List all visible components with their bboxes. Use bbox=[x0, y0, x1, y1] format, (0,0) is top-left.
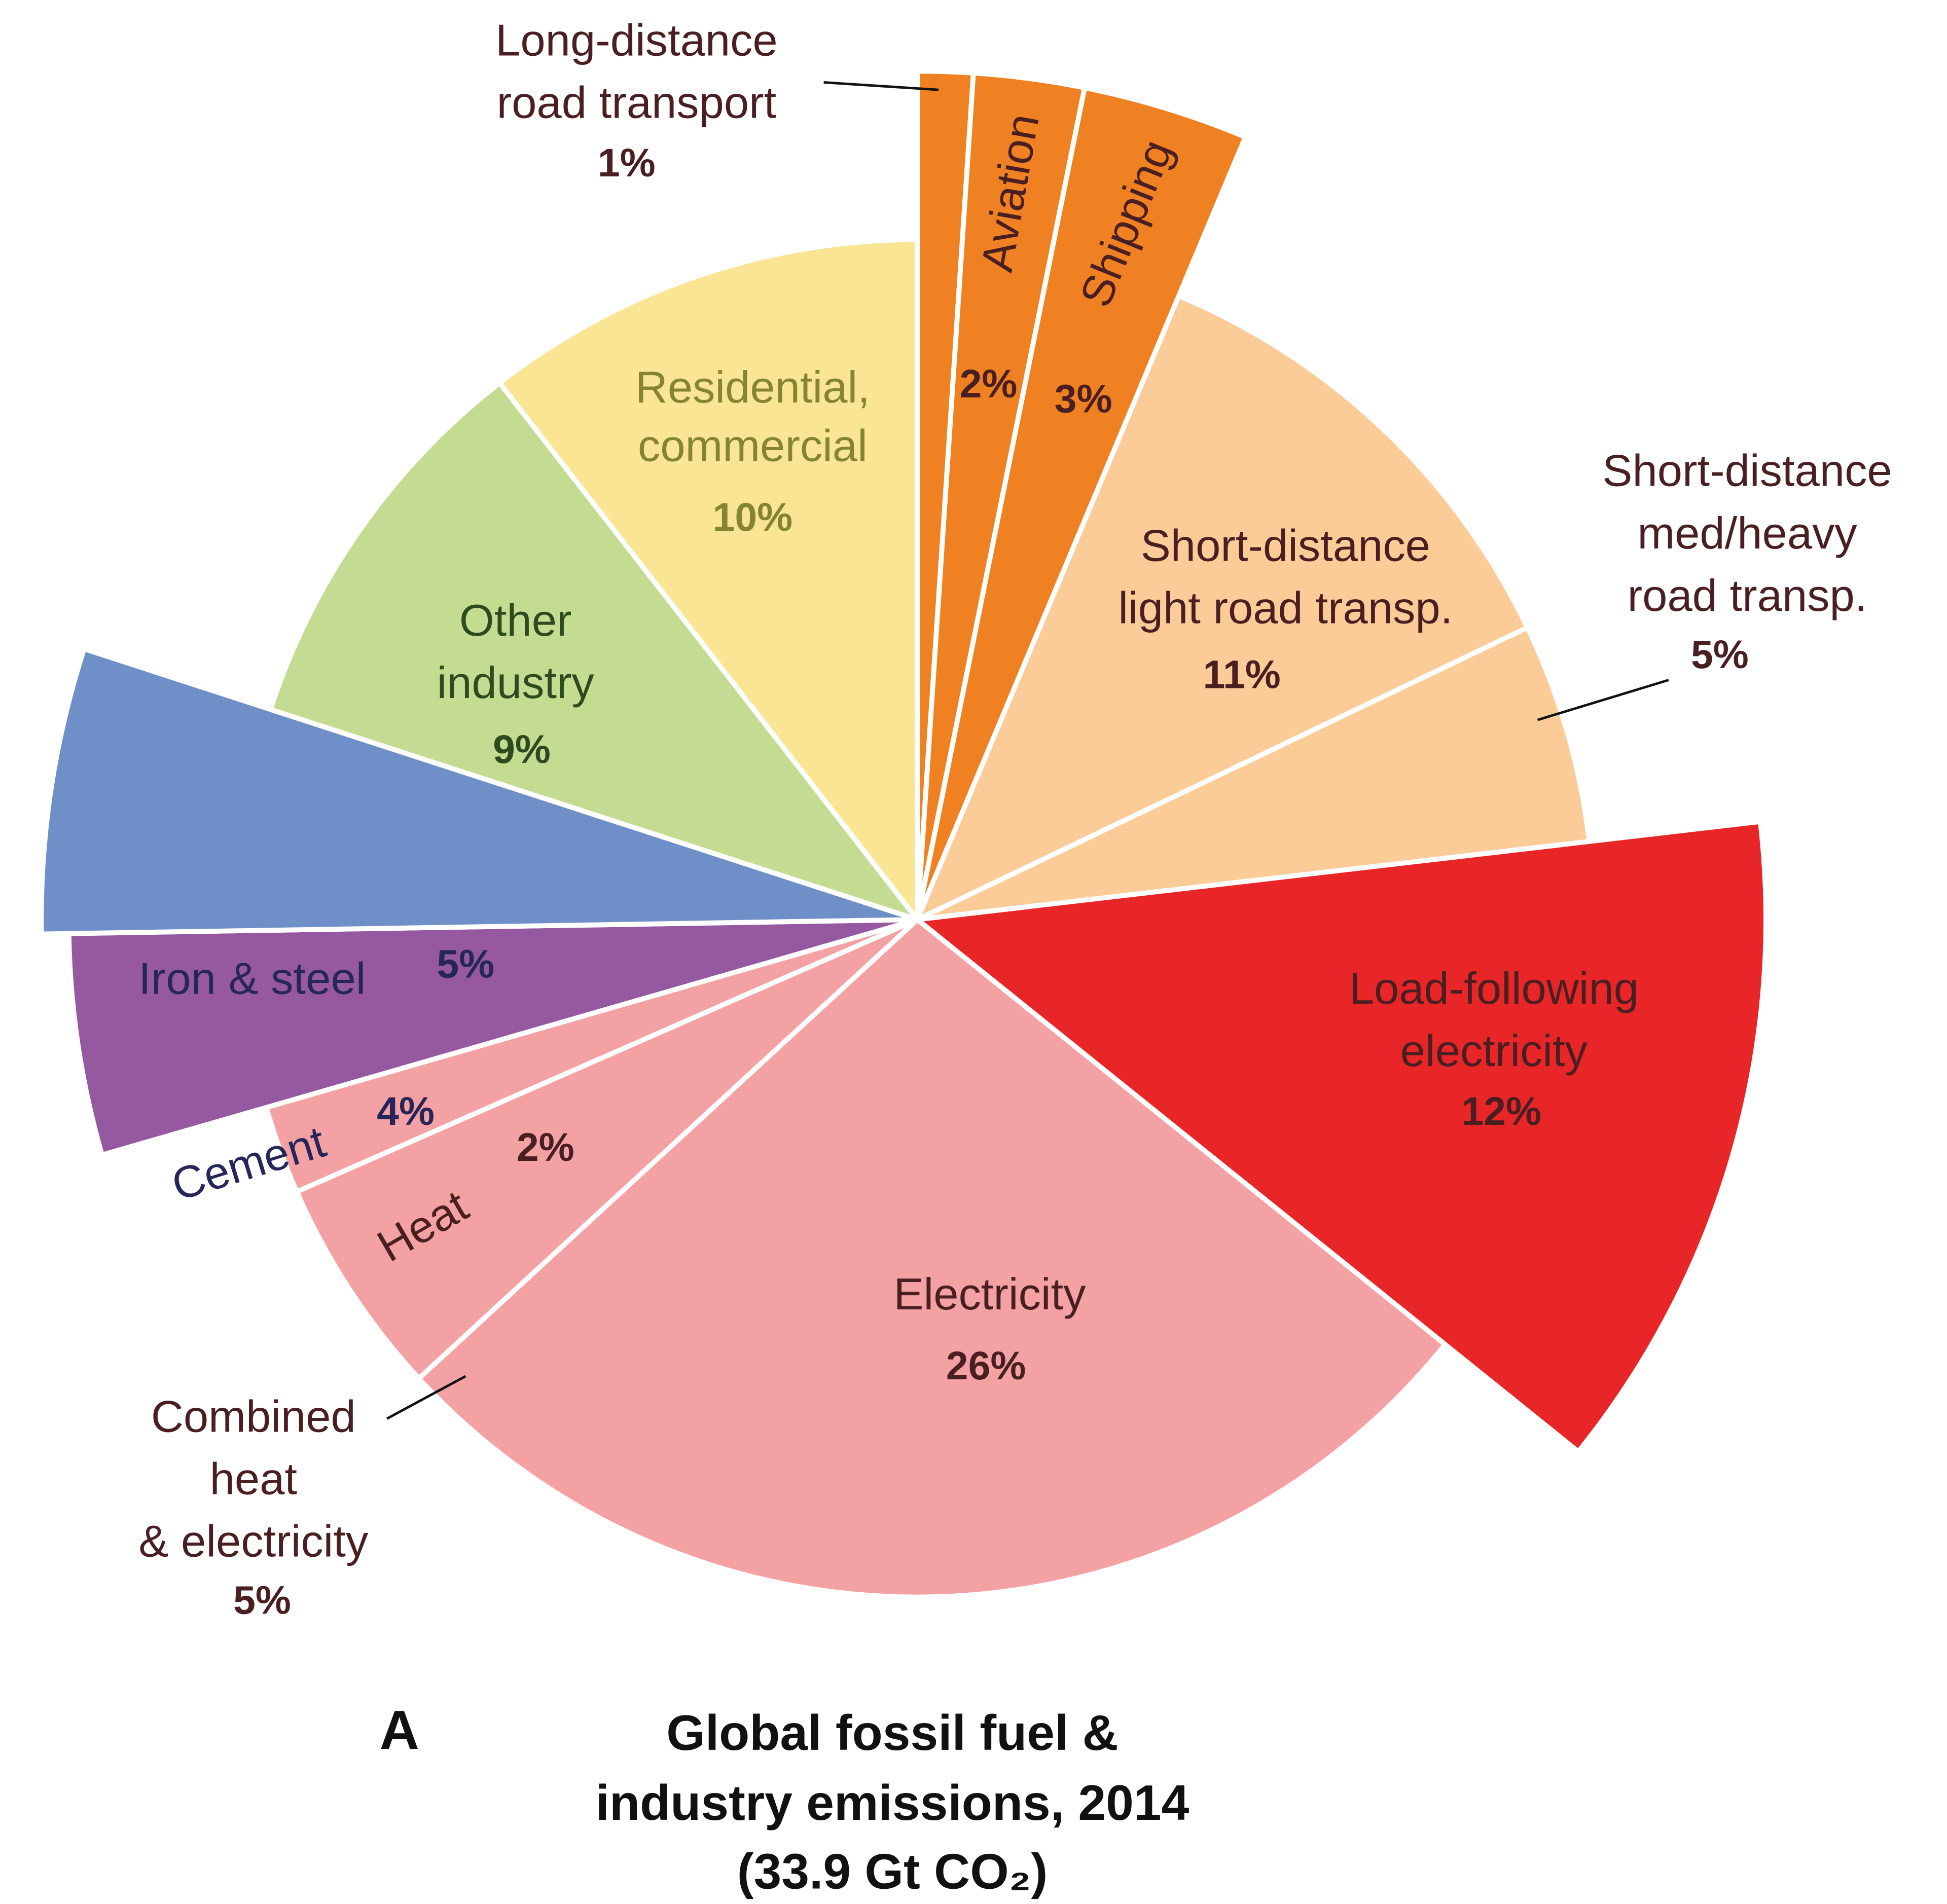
slice-label: commercial bbox=[638, 420, 868, 470]
leader-line bbox=[1537, 679, 1669, 721]
slice-label: Other bbox=[459, 595, 572, 645]
value-label: 26% bbox=[946, 1343, 1026, 1388]
leader-line bbox=[386, 1375, 466, 1420]
value-label: 12% bbox=[1461, 1089, 1541, 1133]
slices bbox=[39, 68, 1769, 1600]
pie-slice bbox=[294, 917, 920, 1381]
value-label: 9% bbox=[493, 727, 551, 772]
slice-label: Iron & steel bbox=[138, 953, 366, 1003]
pie-slice bbox=[915, 625, 1592, 922]
panel-label: A bbox=[380, 1699, 419, 1761]
slice-label: Short-distance bbox=[1141, 520, 1430, 570]
value-label: 10% bbox=[713, 495, 793, 539]
slice-label: & electricity bbox=[138, 1516, 369, 1566]
leader-line bbox=[823, 81, 939, 91]
pie-slice bbox=[497, 237, 920, 922]
slice-label: road transport bbox=[497, 78, 777, 128]
value-label: 5% bbox=[437, 941, 494, 986]
value-label: 11% bbox=[1203, 652, 1281, 697]
value-label: 5% bbox=[233, 1578, 291, 1623]
pie-slice bbox=[268, 380, 920, 922]
value-label: 1% bbox=[598, 140, 656, 185]
slice-label: electricity bbox=[1400, 1026, 1588, 1076]
pie-slice bbox=[416, 917, 1448, 1600]
chart-title: industry emissions, 2014 bbox=[596, 1775, 1189, 1830]
slice-label: Electricity bbox=[893, 1269, 1086, 1319]
slice-label: Short-distance bbox=[1602, 446, 1892, 496]
pie-slice bbox=[39, 646, 920, 937]
slice-label: heat bbox=[210, 1453, 297, 1504]
slice-label: med/heavy bbox=[1637, 508, 1857, 558]
slice-label: light road transp. bbox=[1118, 582, 1453, 633]
slice-label: Long-distance bbox=[495, 15, 778, 65]
pie-slice bbox=[915, 293, 1530, 922]
chart-title: (33.9 Gt CO₂) bbox=[737, 1843, 1048, 1899]
pie-slice bbox=[915, 85, 1248, 922]
slice-label: road transp. bbox=[1628, 570, 1867, 620]
slice-label: Combined bbox=[151, 1391, 356, 1441]
value-label: 2% bbox=[517, 1125, 574, 1169]
slice-label: Load-following bbox=[1349, 963, 1639, 1013]
value-label: 4% bbox=[377, 1089, 435, 1133]
value-label: 3% bbox=[1055, 376, 1112, 421]
pie-slice bbox=[915, 819, 1769, 1454]
slice-label: Residential, bbox=[635, 362, 870, 412]
chart-title: Global fossil fuel & bbox=[666, 1705, 1119, 1761]
value-label: 2% bbox=[960, 361, 1018, 406]
value-label: 5% bbox=[1691, 632, 1749, 677]
pie-slice bbox=[66, 917, 920, 1158]
slice-label: industry bbox=[437, 657, 595, 708]
